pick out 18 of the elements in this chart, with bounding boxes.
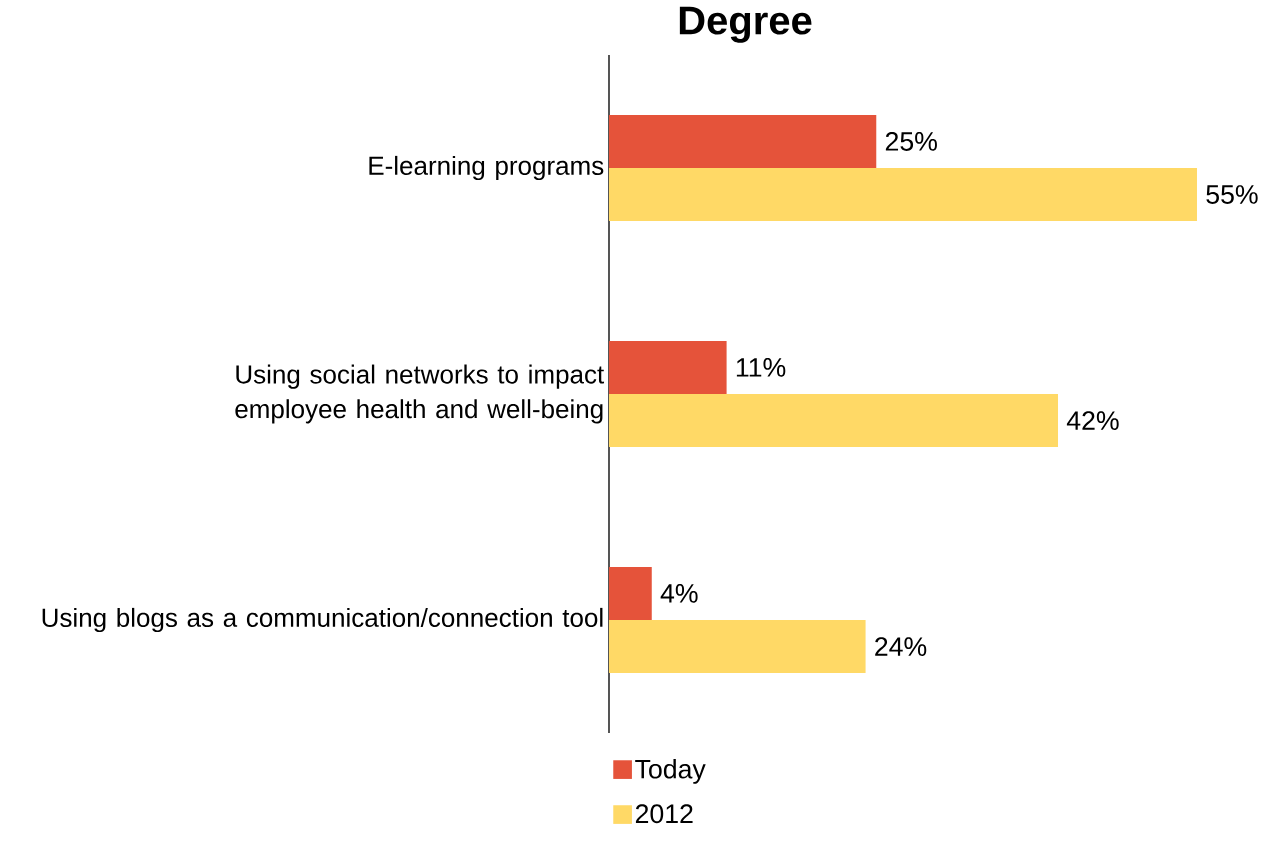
y-tick-label: E-learning programs: [369, 155, 604, 181]
data-label: 11%: [736, 358, 786, 377]
data-label: 25%: [885, 132, 937, 151]
bar: [609, 114, 877, 168]
chart-title: Degree: [679, 6, 812, 43]
y-tick-label: Using blogs as a communication/connection tool: [42, 607, 603, 633]
y-tick-label: Using social networks to impact employee health and well-being: [235, 364, 605, 424]
bar: [609, 168, 1197, 222]
legend-label: Today: [635, 758, 706, 784]
data-label: 42%: [1066, 411, 1119, 430]
legend-label: 2012: [635, 804, 693, 824]
data-label: 24%: [875, 637, 927, 656]
bar: [609, 340, 727, 394]
bar: [609, 394, 1059, 448]
data-label: 55%: [1206, 185, 1258, 204]
bar: [609, 619, 866, 674]
bar: [609, 566, 652, 620]
data-label: 4%: [660, 584, 698, 603]
